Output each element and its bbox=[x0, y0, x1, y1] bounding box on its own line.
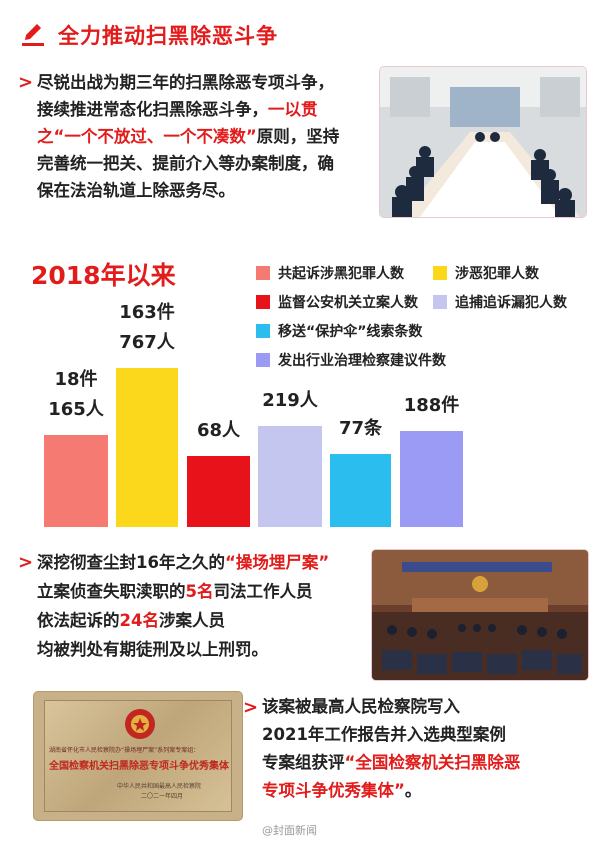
bar-data-label: 163件 bbox=[119, 302, 175, 323]
page-title: 全力推动扫黑除恶斗争 bbox=[58, 24, 278, 48]
bar-data-label: 219人 bbox=[262, 390, 318, 411]
plaque-top-text: 湖南省怀化市人民检察院办“操场埋尸案”系列案专案组： bbox=[49, 747, 200, 754]
plaque-org: 中华人民共和国最高人民检察院 bbox=[117, 783, 202, 790]
chevron-right-icon: > bbox=[243, 697, 259, 718]
award-plaque: 湖南省怀化市人民检察院办“操场埋尸案”系列案专案组： 全国检察机关扫黑除恶专项斗… bbox=[34, 692, 242, 820]
legend-item: 共起诉涉黑犯罪人数 bbox=[256, 263, 404, 283]
legend-item: 移送“保护伞”线索条数 bbox=[256, 321, 422, 341]
legend-swatch bbox=[256, 353, 270, 367]
bar-data-label: 77条 bbox=[338, 418, 383, 439]
legend-swatch bbox=[256, 324, 270, 338]
legend-item: 涉恶犯罪人数 bbox=[433, 263, 539, 283]
watermark: @封面新闻 bbox=[262, 824, 317, 837]
chart-bar bbox=[116, 368, 178, 527]
chart-bar bbox=[330, 454, 391, 527]
case-paragraph: 深挖彻查尘封16年之久的“操场埋尸案” 立案侦查失职渎职的5名司法工作人员 依法… bbox=[37, 553, 330, 659]
chart-bar bbox=[44, 435, 108, 527]
chart-bar bbox=[187, 456, 250, 527]
bar-data-label: 188件 bbox=[403, 395, 460, 416]
pencil-icon bbox=[22, 24, 44, 46]
legend-swatch bbox=[256, 266, 270, 280]
meeting-photo bbox=[380, 67, 586, 217]
chart-title: 2018年以来 bbox=[31, 261, 176, 290]
legend-swatch bbox=[433, 266, 447, 280]
plaque-main-text: 全国检察机关扫黑除恶专项斗争优秀集体 bbox=[49, 761, 229, 772]
chart-bar bbox=[258, 426, 322, 527]
award-paragraph: 该案被最高人民检察院写入 2021年工作报告并入选典型案例 专案组获评“全国检察… bbox=[262, 697, 521, 800]
legend-swatch bbox=[433, 295, 447, 309]
legend-item: 追捕追诉漏犯人数 bbox=[433, 292, 567, 312]
chevron-right-icon: > bbox=[18, 72, 34, 93]
chart-bar bbox=[400, 431, 463, 527]
chevron-right-icon: > bbox=[18, 552, 34, 573]
section-title: 全力推动扫黑除恶斗争 bbox=[20, 20, 278, 50]
legend-item: 发出行业治理检察建议件数 bbox=[256, 350, 446, 370]
courtroom-photo bbox=[372, 550, 588, 680]
legend-swatch bbox=[256, 295, 270, 309]
bar-data-label: 165人 bbox=[48, 399, 104, 420]
bar-data-label: 18件 bbox=[54, 369, 98, 390]
emblem-icon bbox=[125, 709, 155, 739]
intro-paragraph: 尽锐出战为期三年的扫黑除恶专项斗争， 接续推进常态化扫黑除恶斗争，一以贯 之“一… bbox=[37, 73, 340, 200]
plaque-date: 二〇二一年四月 bbox=[141, 793, 184, 800]
bar-data-label: 767人 bbox=[119, 332, 175, 353]
legend-item: 监督公安机关立案人数 bbox=[256, 292, 418, 312]
bar-data-label: 68人 bbox=[196, 420, 241, 441]
